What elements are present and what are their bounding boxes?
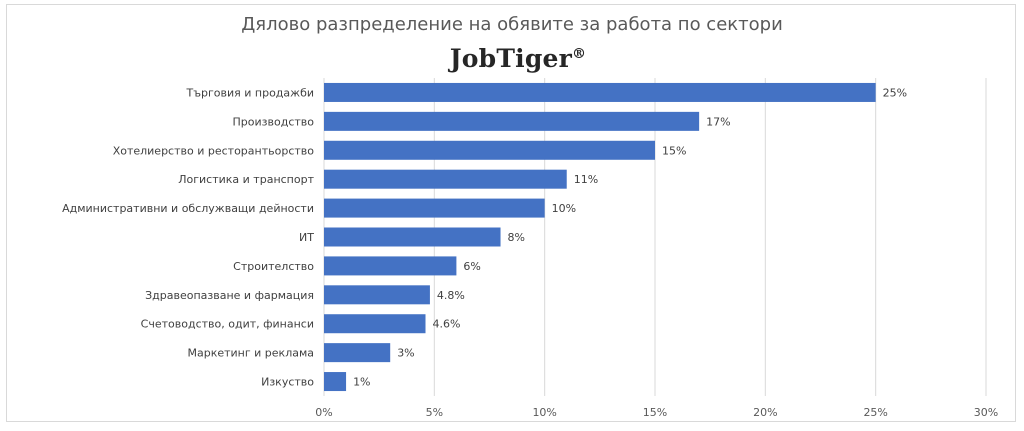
data-label: 8%	[508, 231, 525, 244]
category-label: Маркетинг и реклама	[188, 347, 315, 360]
x-tick-label: 30%	[974, 406, 998, 419]
category-label: Строителство	[233, 260, 314, 273]
bar	[324, 314, 426, 334]
data-label: 25%	[883, 86, 907, 99]
chart-title: Дялово разпределение на обявите за работ…	[241, 14, 783, 35]
x-tick-label: 20%	[753, 406, 777, 419]
category-label: Здравеопазване и фармация	[145, 289, 314, 302]
bar	[324, 256, 457, 276]
data-label: 17%	[706, 115, 730, 128]
category-label: ИТ	[299, 231, 314, 244]
category-label: Административни и обслужващи дейности	[62, 202, 314, 215]
category-label: Хотелиерство и ресторантьорство	[113, 144, 315, 157]
x-tick-label: 10%	[532, 406, 556, 419]
data-labels: 25% 17% 15% 11% 10% 8% 6% 4.8% 4.6% 3% 1%	[353, 86, 907, 388]
bar	[324, 169, 567, 189]
data-label: 4.6%	[433, 318, 461, 331]
category-label: Производство	[233, 115, 315, 128]
bar	[324, 198, 545, 218]
x-tick-label: 0%	[315, 406, 332, 419]
bar	[324, 111, 700, 131]
category-label: Изкуство	[261, 376, 314, 389]
data-label: 15%	[662, 144, 686, 157]
bar	[324, 82, 876, 102]
jobtiger-logo: JobTiger®	[0, 44, 1024, 73]
registered-mark: ®	[572, 46, 587, 62]
data-label: 6%	[463, 260, 480, 273]
category-label: Търговия и продажби	[186, 86, 314, 99]
category-label: Логистика и транспорт	[178, 173, 314, 186]
bar	[324, 285, 430, 305]
bar	[324, 140, 655, 160]
x-tick-labels: 0% 5% 10% 15% 20% 25% 30%	[315, 406, 998, 419]
logo-text: JobTiger	[449, 44, 573, 73]
x-tick-label: 25%	[863, 406, 887, 419]
data-label: 10%	[552, 202, 576, 215]
x-tick-label: 5%	[426, 406, 443, 419]
x-tick-label: 15%	[643, 406, 667, 419]
category-label: Счетоводство, одит, финанси	[141, 318, 314, 331]
data-label: 3%	[397, 347, 414, 360]
bars	[324, 82, 876, 392]
data-label: 11%	[574, 173, 598, 186]
bar	[324, 372, 347, 392]
bar	[324, 227, 501, 247]
data-label: 1%	[353, 376, 370, 389]
bar	[324, 343, 391, 363]
data-label: 4.8%	[437, 289, 465, 302]
category-labels: Търговия и продажби Производство Хотелиерс…	[62, 86, 315, 388]
